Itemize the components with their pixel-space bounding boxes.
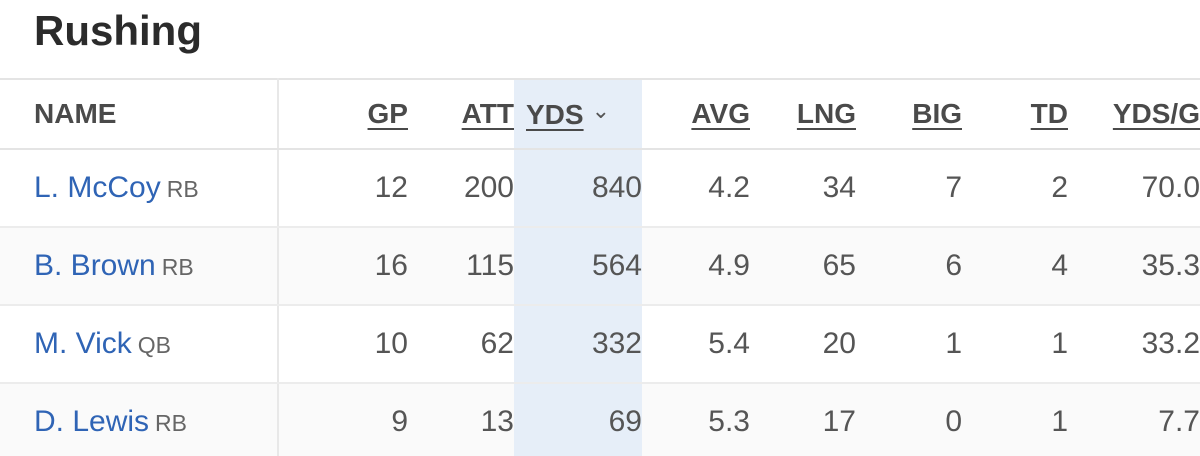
cell-yds: 332 xyxy=(514,305,642,384)
cell-att: 115 xyxy=(408,227,514,306)
cell-big: 6 xyxy=(856,227,962,306)
cell-yds: 840 xyxy=(514,149,642,228)
player-cell: D. Lewis RB xyxy=(0,383,279,456)
cell-gp: 9 xyxy=(278,383,408,456)
cell-att: 13 xyxy=(408,383,514,456)
cell-big: 0 xyxy=(856,383,962,456)
sort-yds-link[interactable]: YDS xyxy=(526,98,584,130)
column-header-gp[interactable]: GP xyxy=(278,78,408,150)
player-cell: L. McCoy RB xyxy=(0,149,279,228)
cell-yds: 69 xyxy=(514,383,642,456)
sort-td-link[interactable]: TD xyxy=(1030,98,1068,129)
sort-big-link[interactable]: BIG xyxy=(912,98,962,129)
cell-ydsg: 70.0 xyxy=(1068,149,1200,228)
cell-td: 2 xyxy=(962,149,1068,228)
cell-att: 200 xyxy=(408,149,514,228)
table-row: L. McCoy RB 12 200 840 4.2 34 7 2 70.0 xyxy=(0,149,1200,228)
cell-yds: 564 xyxy=(514,227,642,306)
player-position: RB xyxy=(155,410,187,436)
cell-gp: 12 xyxy=(278,149,408,228)
column-header-td[interactable]: TD xyxy=(962,78,1068,150)
header-row: NAME GP ATT YDS ⌄ AVG LNG BIG TD YDS/G xyxy=(0,78,1200,150)
table-row: D. Lewis RB 9 13 69 5.3 17 0 1 7.7 xyxy=(0,383,1200,456)
cell-td: 1 xyxy=(962,305,1068,384)
cell-avg: 5.4 xyxy=(642,305,750,384)
player-link[interactable]: B. Brown xyxy=(34,249,156,282)
table-row: B. Brown RB 16 115 564 4.9 65 6 4 35.3 xyxy=(0,227,1200,306)
cell-gp: 16 xyxy=(278,227,408,306)
player-link[interactable]: M. Vick xyxy=(34,327,132,360)
column-header-big[interactable]: BIG xyxy=(856,78,962,150)
sort-att-link[interactable]: ATT xyxy=(461,98,514,129)
column-header-yds[interactable]: YDS ⌄ xyxy=(514,78,642,150)
cell-lng: 65 xyxy=(750,227,856,306)
column-header-avg[interactable]: AVG xyxy=(642,78,750,150)
player-cell: B. Brown RB xyxy=(0,227,279,306)
sort-lng-link[interactable]: LNG xyxy=(796,98,856,129)
sort-avg-link[interactable]: AVG xyxy=(691,98,750,129)
column-header-att[interactable]: ATT xyxy=(408,78,514,150)
cell-att: 62 xyxy=(408,305,514,384)
cell-lng: 17 xyxy=(750,383,856,456)
player-position: RB xyxy=(161,254,194,280)
column-header-name-label: NAME xyxy=(34,98,117,129)
cell-avg: 5.3 xyxy=(642,383,750,456)
cell-avg: 4.9 xyxy=(642,227,750,306)
cell-td: 4 xyxy=(962,227,1068,306)
player-position: QB xyxy=(137,332,172,358)
player-position: RB xyxy=(166,176,199,202)
rushing-stats-table: NAME GP ATT YDS ⌄ AVG LNG BIG TD YDS/G L.… xyxy=(0,78,1200,456)
sort-ydsg-link[interactable]: YDS/G xyxy=(1112,98,1200,129)
cell-gp: 10 xyxy=(278,305,408,384)
cell-ydsg: 7.7 xyxy=(1068,383,1200,456)
cell-avg: 4.2 xyxy=(642,149,750,228)
cell-lng: 34 xyxy=(750,149,856,228)
section-title: Rushing xyxy=(34,7,202,54)
column-header-lng[interactable]: LNG xyxy=(750,78,856,150)
cell-ydsg: 35.3 xyxy=(1068,227,1200,306)
cell-ydsg: 33.2 xyxy=(1068,305,1200,384)
sort-gp-link[interactable]: GP xyxy=(367,98,408,129)
table-row: M. Vick QB 10 62 332 5.4 20 1 1 33.2 xyxy=(0,305,1200,384)
player-link[interactable]: L. McCoy xyxy=(34,171,161,204)
player-link[interactable]: D. Lewis xyxy=(34,405,150,438)
cell-big: 7 xyxy=(856,149,962,228)
cell-big: 1 xyxy=(856,305,962,384)
cell-lng: 20 xyxy=(750,305,856,384)
cell-td: 1 xyxy=(962,383,1068,456)
column-header-ydsg[interactable]: YDS/G xyxy=(1068,78,1200,150)
column-header-name: NAME xyxy=(0,78,279,150)
chevron-down-icon: ⌄ xyxy=(591,97,611,123)
player-cell: M. Vick QB xyxy=(0,305,279,384)
